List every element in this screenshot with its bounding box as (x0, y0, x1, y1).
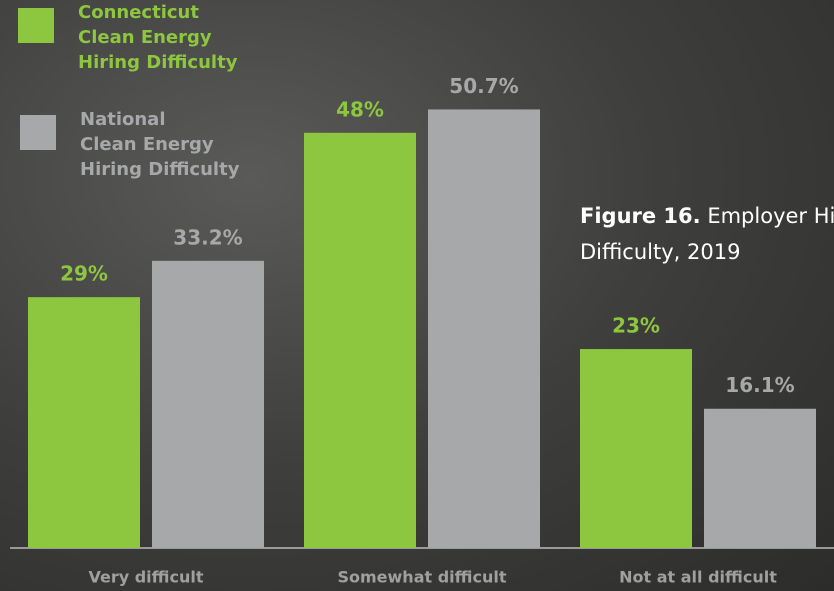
title-text: Employer Hiring Difficulty, 2019 (580, 204, 834, 264)
value-label: 29% (60, 262, 108, 286)
value-label: 50.7% (449, 74, 518, 98)
bar (28, 297, 140, 548)
legend-swatch (18, 8, 54, 43)
bar (152, 260, 264, 548)
x-tick-label: Not at all difficult (619, 568, 777, 587)
legend-label: National Clean Energy Hiring Difficulty (80, 109, 240, 180)
chart-title: Figure 16. Employer Hiring Difficulty, 2… (580, 198, 834, 270)
legend-label: Connecticut Clean Energy Hiring Difficul… (78, 2, 238, 73)
value-label: 23% (612, 314, 660, 338)
x-tick-label: Very difficult (88, 568, 203, 587)
value-label: 16.1% (725, 373, 794, 397)
value-label: 33.2% (173, 225, 242, 249)
legend-item: National Clean Energy Hiring Difficulty (20, 109, 239, 182)
x-tick-label: Somewhat difficult (337, 568, 506, 587)
value-label: 48% (336, 97, 384, 121)
bar (580, 349, 692, 548)
bar (304, 132, 416, 549)
bar (704, 408, 816, 548)
legend-item: Connecticut Clean Energy Hiring Difficul… (18, 2, 237, 75)
bar (428, 109, 540, 548)
legend-swatch (20, 115, 56, 150)
figure-label: Figure 16. (580, 204, 701, 228)
